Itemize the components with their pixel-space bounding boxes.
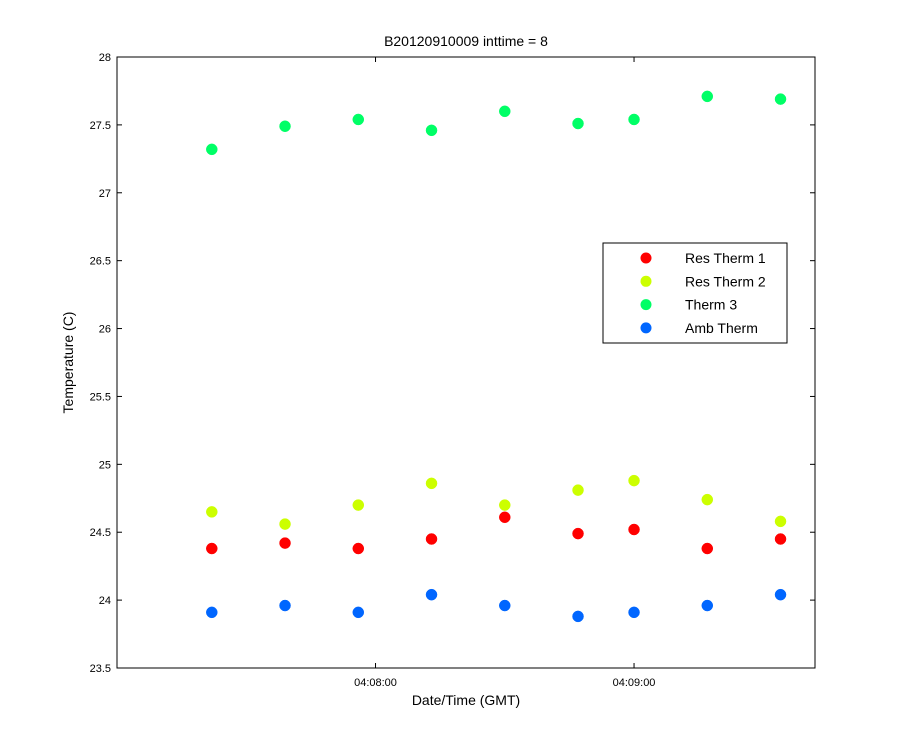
- data-point: [628, 606, 640, 619]
- data-point: [774, 93, 787, 105]
- data-point: [572, 527, 584, 540]
- data-point: [425, 533, 438, 545]
- data-point: [425, 588, 438, 601]
- y-tick-label: 28: [99, 52, 111, 64]
- y-axis-title: Temperature (C): [60, 312, 76, 414]
- data-point: [774, 515, 787, 528]
- data-point: [701, 599, 714, 612]
- data-point: [572, 484, 584, 496]
- data-point: [701, 493, 714, 506]
- x-tick-label: 04:09:00: [613, 677, 656, 689]
- y-tick-label: 26: [99, 324, 111, 336]
- data-point: [206, 143, 218, 156]
- y-tick-label: 23.5: [90, 663, 111, 675]
- data-point: [425, 477, 438, 490]
- y-tick-label: 24.5: [90, 527, 111, 539]
- data-point: [701, 90, 714, 103]
- data-point: [279, 518, 291, 530]
- legend-marker: [640, 252, 652, 264]
- legend-label: Res Therm 2: [685, 273, 766, 289]
- series-amb-therm: [206, 588, 787, 623]
- data-point: [628, 474, 640, 487]
- data-point: [206, 542, 218, 555]
- x-tick-label: 04:08:00: [354, 677, 397, 689]
- data-point: [352, 499, 365, 511]
- x-axis-title: Date/Time (GMT): [412, 692, 520, 708]
- data-point: [774, 588, 787, 601]
- plot-frame: [116, 56, 816, 669]
- series-res-therm-2: [206, 474, 787, 530]
- data-point: [352, 113, 365, 126]
- plot-area: 23.5 24 24.5 25 25.5 26 26.5 27 27.5 28 04:08:00 04…: [90, 52, 816, 689]
- y-tick-label: 24: [99, 595, 111, 607]
- chart-title: B20120910009 inttime = 8: [384, 33, 548, 49]
- legend-box: [602, 242, 788, 344]
- legend-label: Amb Therm: [685, 320, 758, 336]
- data-point: [206, 606, 218, 619]
- series-res-therm-1: [206, 511, 787, 555]
- data-point: [499, 599, 511, 612]
- data-point: [425, 124, 438, 137]
- legend-marker: [640, 322, 652, 334]
- legend-label: Therm 3: [685, 297, 737, 313]
- data-point: [774, 533, 787, 545]
- data-point: [279, 599, 291, 612]
- data-point: [499, 499, 511, 511]
- legend-marker: [640, 299, 652, 311]
- data-point: [628, 523, 640, 536]
- data-point: [499, 105, 511, 118]
- data-point: [352, 542, 365, 555]
- data-point: [279, 120, 291, 132]
- legend: Res Therm 1 Res Therm 2 Therm 3 Amb Therm: [602, 242, 788, 344]
- data-point: [352, 606, 365, 619]
- y-tick-label: 27.5: [90, 120, 111, 132]
- y-tick-label: 27: [99, 188, 111, 200]
- series-therm-3: [206, 90, 787, 156]
- y-tick-label: 25: [99, 459, 111, 471]
- data-point: [701, 542, 714, 555]
- data-point: [572, 610, 584, 623]
- y-tick-label: 26.5: [90, 256, 111, 268]
- data-point: [572, 117, 584, 130]
- legend-label: Res Therm 1: [685, 250, 766, 266]
- data-point: [206, 506, 218, 518]
- data-point: [628, 113, 640, 126]
- legend-marker: [640, 275, 652, 287]
- y-tick-label: 25.5: [90, 391, 111, 403]
- data-point: [279, 537, 291, 549]
- data-point: [499, 511, 511, 524]
